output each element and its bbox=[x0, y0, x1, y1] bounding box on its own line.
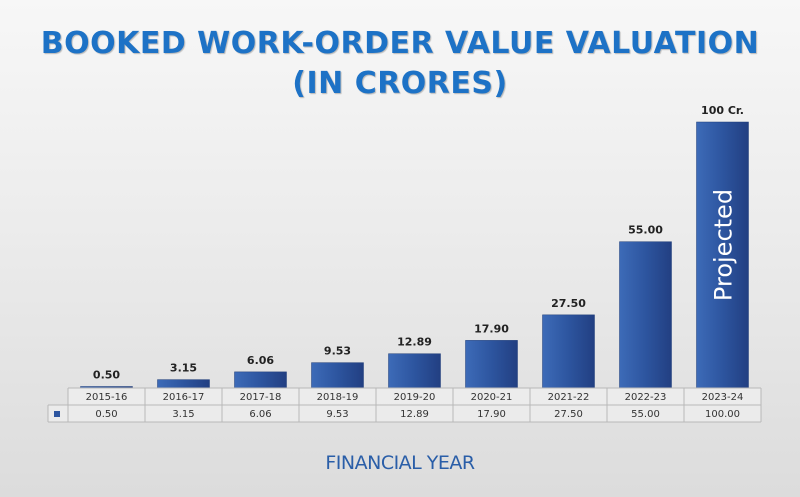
data-label-2015-16: 0.50 bbox=[93, 369, 120, 382]
data-label-2018-19: 9.53 bbox=[324, 345, 351, 358]
table-value-2020-21: 17.90 bbox=[477, 409, 506, 420]
data-table: 2015-16 0.50 2016-17 3.15 2017-18 6.06 2018-19… bbox=[47, 387, 762, 423]
data-label-2022-23: 55.00 bbox=[628, 224, 663, 237]
x-tick-label-2017-18: 2017-18 bbox=[240, 392, 282, 403]
x-tick-label-2019-20: 2019-20 bbox=[394, 392, 436, 403]
table-value-2017-18: 6.06 bbox=[249, 409, 271, 420]
data-label-2021-22: 27.50 bbox=[551, 297, 586, 310]
x-tick-label-2020-21: 2020-21 bbox=[471, 392, 513, 403]
table-value-2019-20: 12.89 bbox=[400, 409, 429, 420]
table-value-2015-16: 0.50 bbox=[95, 409, 117, 420]
data-label-2017-18: 6.06 bbox=[247, 354, 274, 367]
bar-2021-22 bbox=[542, 314, 595, 389]
x-tick-label-2018-19: 2018-19 bbox=[317, 392, 359, 403]
chart-title: BOOKED WORK-ORDER VALUE VALUATION (IN CR… bbox=[0, 24, 800, 104]
x-tick-label-2021-22: 2021-22 bbox=[548, 392, 590, 403]
x-tick-label-2015-16: 2015-16 bbox=[86, 392, 128, 403]
bars-layer: Projected bbox=[80, 121, 749, 389]
table-value-2023-24: 100.00 bbox=[705, 409, 740, 420]
legend-key bbox=[54, 411, 60, 417]
data-label-2023-24: 100 Cr. bbox=[701, 104, 744, 117]
x-tick-label-2022-23: 2022-23 bbox=[625, 392, 667, 403]
bar-2018-19 bbox=[311, 362, 364, 389]
table-value-2022-23: 55.00 bbox=[631, 409, 660, 420]
data-label-2020-21: 17.90 bbox=[474, 322, 509, 335]
bar-2020-21 bbox=[465, 340, 518, 389]
table-value-2018-19: 9.53 bbox=[326, 409, 348, 420]
table-value-2021-22: 27.50 bbox=[554, 409, 583, 420]
bar-2017-18 bbox=[234, 371, 287, 389]
data-label-2019-20: 12.89 bbox=[397, 336, 432, 349]
x-tick-label-2016-17: 2016-17 bbox=[163, 392, 205, 403]
x-tick-label-2023-24: 2023-24 bbox=[702, 392, 744, 403]
bar-2023-24 bbox=[696, 121, 749, 389]
data-label-2016-17: 3.15 bbox=[170, 362, 197, 375]
bar-2022-23 bbox=[619, 241, 672, 389]
data-labels-layer: 0.50 3.15 6.06 9.53 12.89 17.90 27.50 55.00 100 … bbox=[93, 104, 744, 382]
bar-2019-20 bbox=[388, 353, 441, 389]
chart-title-line-1: BOOKED WORK-ORDER VALUE VALUATION bbox=[40, 26, 760, 61]
table-value-2016-17: 3.15 bbox=[172, 409, 194, 420]
projected-annotation: Projected bbox=[710, 189, 738, 301]
bar-2016-17 bbox=[157, 379, 210, 389]
chart-title-line-2: (IN CRORES) bbox=[292, 66, 508, 101]
x-axis-label: FINANCIAL YEAR bbox=[325, 452, 475, 474]
